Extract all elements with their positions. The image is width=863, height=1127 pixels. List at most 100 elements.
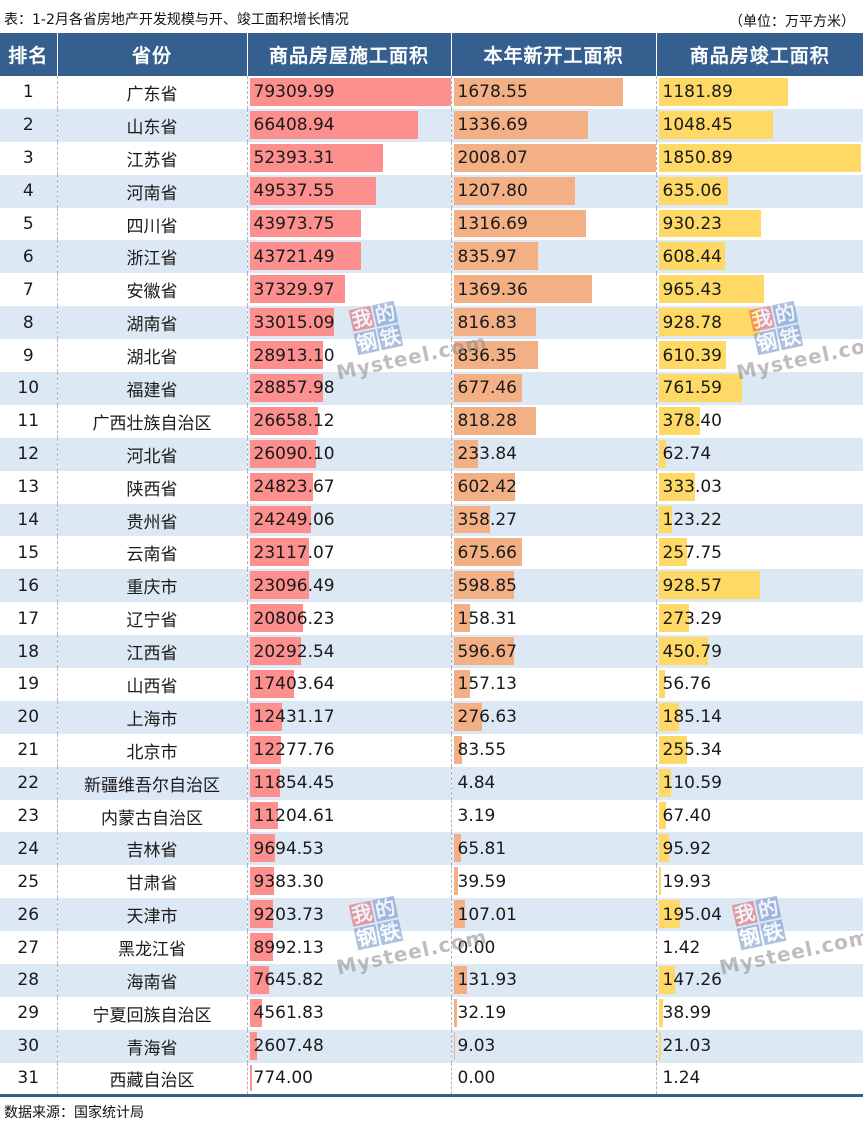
completed-cell: 761.59 bbox=[655, 372, 863, 405]
data-bar bbox=[658, 472, 695, 501]
table-row: 23 内蒙古自治区 11204.61 3.19 67.40 bbox=[0, 799, 863, 833]
header-completed: 商品房竣工面积 bbox=[655, 33, 863, 76]
under-construction-cell: 20292.54 bbox=[246, 635, 451, 669]
new-starts-cell: 675.66 bbox=[450, 536, 656, 570]
province-cell: 广东省 bbox=[56, 76, 247, 109]
province-cell: 湖南省 bbox=[56, 306, 247, 340]
rank-cell: 10 bbox=[0, 372, 57, 405]
province-cell: 广西壮族自治区 bbox=[56, 404, 247, 438]
new-starts-cell: 158.31 bbox=[450, 602, 656, 636]
data-bar bbox=[453, 308, 536, 337]
new-starts-cell: 157.13 bbox=[450, 668, 656, 701]
data-bar bbox=[453, 867, 458, 896]
new-starts-cell: 2008.07 bbox=[450, 141, 656, 175]
table-row: 25 甘肃省 9383.30 39.59 19.93 bbox=[0, 865, 863, 899]
data-bar bbox=[249, 637, 301, 666]
data-bar bbox=[453, 604, 470, 633]
data-bar bbox=[658, 406, 700, 435]
under-construction-cell: 66408.94 bbox=[246, 108, 451, 142]
data-bar bbox=[453, 143, 656, 172]
province-cell: 安徽省 bbox=[56, 273, 247, 307]
rank-cell: 29 bbox=[0, 996, 57, 1030]
data-bar bbox=[453, 505, 490, 534]
data-bar bbox=[658, 768, 671, 797]
data-bar bbox=[453, 966, 467, 994]
unit-label: （单位：万平方米） bbox=[729, 14, 855, 30]
completed-cell: 450.79 bbox=[655, 635, 863, 669]
data-bar bbox=[249, 538, 309, 567]
data-bar bbox=[658, 637, 708, 666]
province-cell: 江西省 bbox=[56, 635, 247, 669]
data-bar bbox=[658, 670, 665, 698]
table-row: 8 湖南省 33015.09 816.83 928.78 bbox=[0, 306, 863, 340]
data-bar bbox=[658, 604, 689, 633]
new-starts-cell: 65.81 bbox=[450, 832, 656, 866]
rank-cell: 1 bbox=[0, 76, 57, 109]
completed-cell: 965.43 bbox=[655, 273, 863, 307]
new-starts-cell: 1207.80 bbox=[450, 174, 656, 208]
data-bar bbox=[249, 78, 451, 106]
data-bar bbox=[249, 933, 273, 962]
data-bar bbox=[453, 538, 522, 567]
under-construction-cell: 12277.76 bbox=[246, 733, 451, 767]
rank-cell: 28 bbox=[0, 964, 57, 997]
new-starts-cell: 32.19 bbox=[450, 996, 656, 1030]
table-row: 1 广东省 79309.99 1678.55 1181.89 bbox=[0, 76, 863, 109]
data-bar bbox=[658, 702, 679, 731]
under-construction-cell: 28857.98 bbox=[246, 372, 451, 405]
data-bar bbox=[453, 900, 465, 929]
completed-cell: 928.57 bbox=[655, 569, 863, 603]
province-cell: 四川省 bbox=[56, 207, 247, 241]
data-bar bbox=[453, 242, 538, 271]
province-cell: 重庆市 bbox=[56, 569, 247, 603]
under-construction-cell: 24823.67 bbox=[246, 470, 451, 504]
data-bar bbox=[249, 1064, 252, 1092]
completed-cell: 195.04 bbox=[655, 898, 863, 932]
rank-cell: 16 bbox=[0, 569, 57, 603]
table-row: 19 山西省 17403.64 157.13 56.76 bbox=[0, 668, 863, 701]
completed-cell: 1.24 bbox=[655, 1062, 863, 1098]
table-row: 12 河北省 26090.10 233.84 62.74 bbox=[0, 437, 863, 471]
completed-cell: 1.42 bbox=[655, 931, 863, 965]
data-bar bbox=[249, 110, 418, 139]
data-bar bbox=[658, 900, 680, 929]
data-bar bbox=[658, 966, 675, 994]
completed-cell: 378.40 bbox=[655, 404, 863, 438]
completed-cell: 185.14 bbox=[655, 700, 863, 734]
table-row: 6 浙江省 43721.49 835.97 608.44 bbox=[0, 240, 863, 274]
data-bar bbox=[658, 78, 788, 106]
under-construction-cell: 11854.45 bbox=[246, 766, 451, 800]
header-rank: 排名 bbox=[0, 33, 57, 76]
under-construction-cell: 9694.53 bbox=[246, 832, 451, 866]
rank-cell: 14 bbox=[0, 503, 57, 537]
data-bar bbox=[249, 341, 323, 370]
rank-cell: 26 bbox=[0, 898, 57, 932]
completed-cell: 333.03 bbox=[655, 470, 863, 504]
data-bar bbox=[249, 702, 282, 731]
data-bar bbox=[249, 900, 273, 929]
province-cell: 上海市 bbox=[56, 700, 247, 734]
under-construction-cell: 28913.10 bbox=[246, 339, 451, 373]
data-bar bbox=[658, 275, 764, 304]
table-row: 26 天津市 9203.73 107.01 195.04 bbox=[0, 898, 863, 932]
new-starts-cell: 0.00 bbox=[450, 1062, 656, 1098]
data-bar bbox=[249, 242, 361, 271]
data-bar bbox=[453, 735, 462, 764]
table-row: 10 福建省 28857.98 677.46 761.59 bbox=[0, 372, 863, 405]
province-cell: 新疆维吾尔自治区 bbox=[56, 766, 247, 800]
rank-cell: 23 bbox=[0, 799, 57, 833]
rank-cell: 22 bbox=[0, 766, 57, 800]
rank-cell: 31 bbox=[0, 1062, 57, 1098]
completed-cell: 56.76 bbox=[655, 668, 863, 701]
table-row: 3 江苏省 52393.31 2008.07 1850.89 bbox=[0, 141, 863, 175]
table-body: 1 广东省 79309.99 1678.55 1181.89 2 山东省 66408.94 13… bbox=[0, 76, 863, 1098]
table-row: 31 西藏自治区 774.00 0.00 1.24 bbox=[0, 1062, 863, 1098]
data-bar bbox=[249, 374, 323, 402]
data-bar bbox=[453, 998, 457, 1027]
rank-cell: 20 bbox=[0, 700, 57, 734]
table-row: 24 吉林省 9694.53 65.81 95.92 bbox=[0, 832, 863, 866]
rank-cell: 2 bbox=[0, 108, 57, 142]
data-bar bbox=[658, 538, 687, 567]
rank-cell: 7 bbox=[0, 273, 57, 307]
data-bar bbox=[249, 1031, 257, 1060]
